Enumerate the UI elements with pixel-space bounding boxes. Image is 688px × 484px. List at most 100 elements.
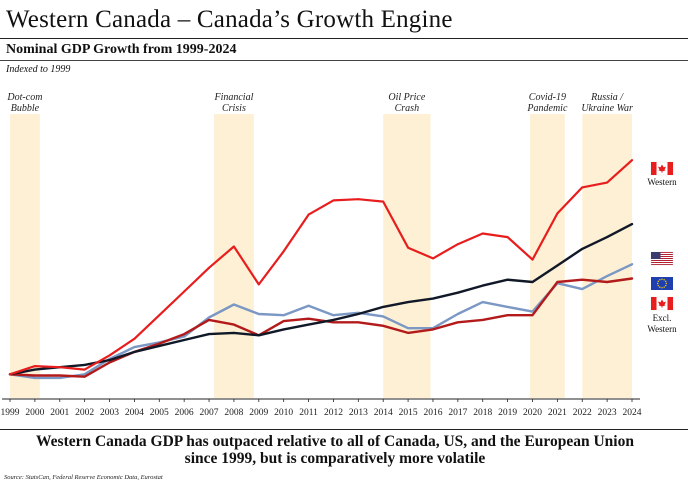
point-eu-2008 [233, 303, 235, 306]
point-western-2024 [631, 159, 633, 162]
x-tick-label-2001: 2001 [50, 408, 69, 418]
x-tick-label-2016: 2016 [423, 408, 442, 418]
point-excl_western-2014 [382, 324, 385, 327]
legend-label-excl-western-line-2: Western [647, 324, 677, 334]
legend-label-western: Western [647, 177, 677, 187]
subtitle-divider [0, 60, 688, 61]
flag-stripe-4 [651, 260, 673, 261]
x-tick-label-2008: 2008 [224, 408, 243, 418]
point-eu-2009 [257, 313, 260, 315]
point-us-2003 [108, 359, 111, 362]
point-us-2005 [158, 345, 161, 347]
event-shade-4 [582, 114, 632, 398]
point-us-2020 [531, 281, 534, 283]
event-shade-3 [529, 114, 565, 398]
point-western-2009 [257, 283, 260, 286]
series-line-western [8, 159, 634, 376]
point-eu-2001 [58, 376, 61, 379]
point-western-2000 [33, 365, 36, 367]
point-excl_western-2005 [158, 342, 161, 345]
point-excl_western-2003 [108, 361, 111, 364]
flag-star-8 [659, 279, 661, 281]
conclusion-text: Western Canada GDP has outpaced relative… [0, 433, 670, 467]
chart-subtitle: Nominal GDP Growth from 1999-2024 [6, 42, 237, 57]
point-western-2015 [407, 246, 409, 249]
point-us-2013 [357, 313, 360, 315]
us-flag-icon [650, 251, 674, 266]
point-western-2023 [606, 181, 609, 184]
point-eu-2006 [183, 335, 186, 338]
event-label-1-line-2: Crisis [222, 103, 246, 114]
legend-label-excl-western-line-1: Excl. [653, 313, 672, 323]
flag-star-6 [657, 282, 659, 285]
event-shade-0 [10, 114, 40, 398]
maple-leaf [658, 299, 666, 308]
series-line-excl_western [8, 277, 634, 378]
x-tick-label-2013: 2013 [349, 408, 368, 418]
flag-stripe-3 [651, 258, 673, 259]
x-tick-label-2019: 2019 [498, 408, 517, 418]
point-us-2017 [456, 291, 459, 294]
flag-star-5 [657, 284, 659, 287]
flag-canton [651, 252, 661, 259]
point-western-2001 [58, 366, 61, 369]
point-western-2003 [108, 354, 111, 357]
point-western-2010 [282, 250, 285, 253]
series-line-us [8, 222, 634, 376]
point-eu-2012 [332, 314, 335, 317]
point-excl_western-2006 [183, 333, 186, 335]
point-excl_western-2010 [282, 320, 285, 322]
x-tick-label-2018: 2018 [473, 408, 492, 418]
flag-stripe-6 [651, 264, 673, 265]
conclusion-divider [0, 429, 688, 430]
point-western-2007 [208, 266, 210, 269]
event-label-1-line-1: Financial [213, 92, 253, 103]
point-us-2019 [506, 278, 509, 281]
point-us-2007 [208, 333, 210, 335]
point-western-2004 [133, 337, 136, 340]
point-western-2014 [382, 200, 385, 203]
point-us-2008 [233, 332, 235, 334]
x-tick-label-2023: 2023 [598, 408, 617, 418]
point-western-2017 [456, 243, 459, 246]
x-tick-label-2014: 2014 [374, 408, 393, 418]
flag-star-7 [657, 280, 659, 283]
point-eu-2024 [631, 263, 633, 266]
eu-flag-icon [651, 277, 673, 290]
point-western-2005 [158, 314, 161, 317]
event-label-4-line-1: Russia / [590, 92, 624, 103]
point-western-2022 [581, 186, 584, 189]
point-eu-2018 [481, 301, 484, 304]
point-western-2016 [432, 257, 434, 260]
point-us-2016 [432, 297, 434, 300]
point-eu-2002 [83, 373, 86, 376]
flag-star-2 [663, 286, 665, 288]
point-eu-2007 [208, 316, 210, 319]
x-tick-label-2021: 2021 [548, 408, 567, 418]
point-excl_western-2017 [456, 321, 459, 324]
x-tick-label-2017: 2017 [448, 408, 467, 418]
point-eu-2011 [307, 304, 310, 307]
x-axis: 1999 2000 2001 2002 2003 2004 2005 2006 2007 2008… [1, 398, 642, 418]
flag-band-right [667, 162, 673, 175]
point-us-2022 [581, 248, 584, 250]
point-us-2011 [307, 323, 310, 326]
event-label-3-line-2: Pandemic [526, 103, 568, 114]
point-eu-2022 [581, 288, 584, 291]
point-eu-2010 [282, 314, 285, 317]
canada-flag-icon [650, 296, 674, 311]
point-western-2020 [531, 258, 534, 261]
x-tick-label-2007: 2007 [200, 408, 219, 418]
point-eu-2004 [133, 346, 136, 349]
x-tick-label-1999: 1999 [1, 408, 20, 418]
flag-star-10 [663, 279, 665, 281]
point-us-2021 [556, 264, 559, 267]
point-western-2012 [332, 199, 335, 202]
point-eu-2019 [506, 305, 509, 308]
point-us-2010 [282, 328, 285, 331]
event-shade-1 [214, 114, 254, 398]
conclusion-line-1: Western Canada GDP has outpaced relative… [36, 433, 634, 450]
point-excl_western-2019 [506, 314, 509, 317]
x-tick-label-2022: 2022 [573, 408, 592, 418]
point-excl_western-2015 [407, 332, 409, 334]
